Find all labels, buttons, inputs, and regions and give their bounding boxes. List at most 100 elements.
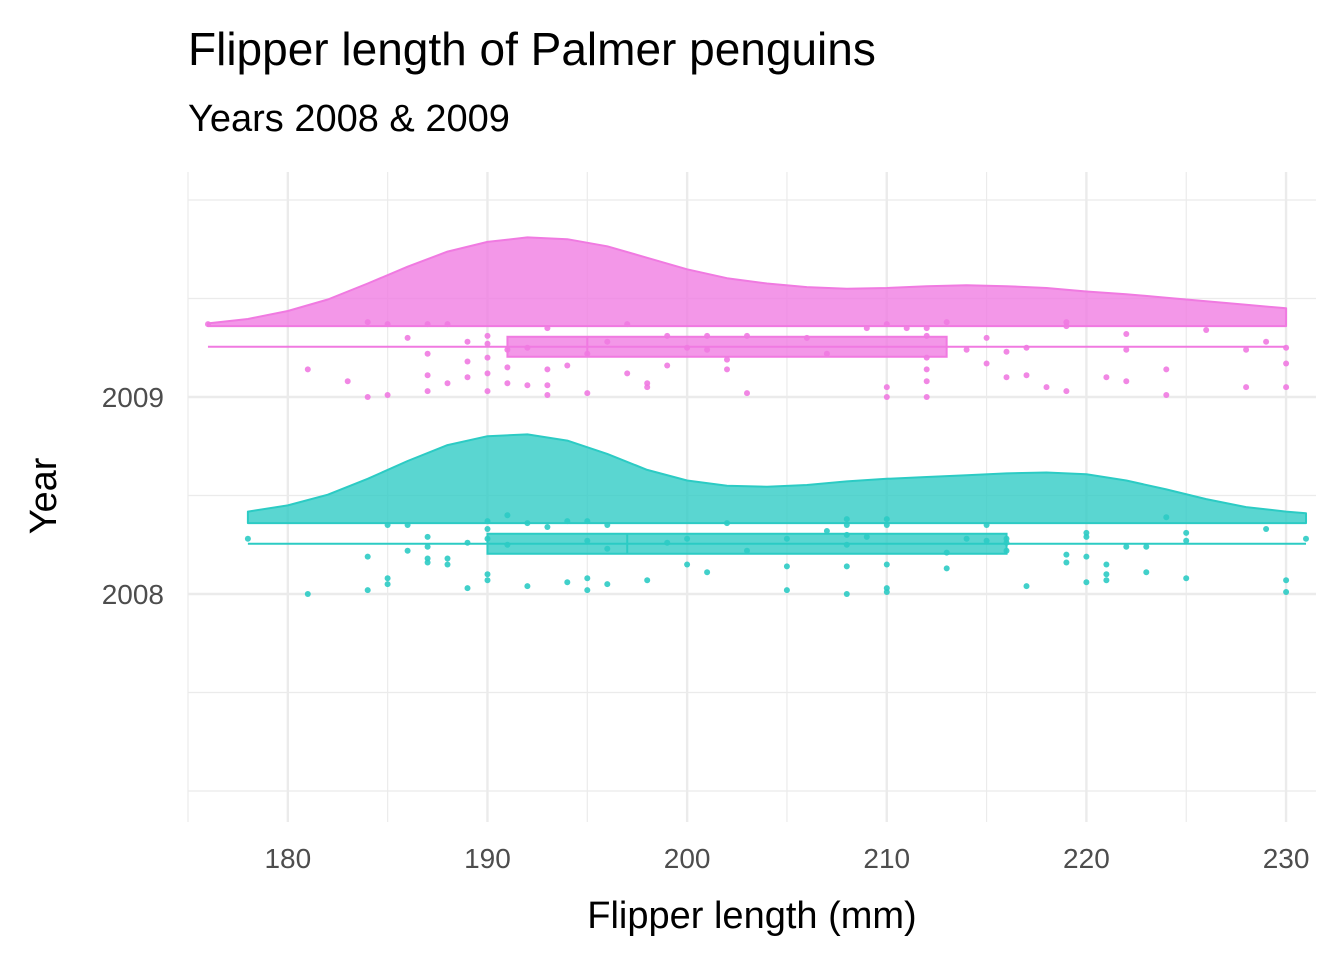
x-tick-label: 190: [464, 843, 511, 874]
data-point: [344, 378, 351, 385]
data-point: [484, 535, 491, 542]
x-tick-label: 230: [1263, 843, 1310, 874]
data-point: [1263, 338, 1270, 345]
data-point: [604, 545, 611, 552]
data-point: [604, 522, 611, 528]
data-point: [564, 579, 571, 586]
data-point: [963, 535, 970, 542]
data-point: [524, 344, 531, 351]
data-point: [783, 563, 790, 570]
data-point: [384, 321, 391, 328]
data-point: [484, 518, 491, 525]
data-point: [1103, 571, 1110, 578]
data-point: [544, 392, 551, 398]
data-point: [664, 539, 671, 546]
data-point: [1263, 526, 1270, 532]
data-point: [464, 358, 471, 365]
data-point: [364, 319, 371, 326]
data-point: [1283, 344, 1290, 351]
data-point: [424, 543, 431, 550]
data-point: [704, 332, 711, 339]
data-point: [1163, 514, 1170, 521]
data-point: [444, 555, 451, 562]
data-point: [943, 549, 950, 556]
box-2009: [506, 335, 948, 358]
data-point: [883, 522, 890, 528]
data-point: [1063, 319, 1070, 326]
data-point: [863, 325, 870, 332]
data-point: [943, 565, 950, 572]
data-point: [484, 571, 491, 578]
data-point: [1123, 331, 1130, 337]
data-point: [304, 591, 311, 597]
data-point: [544, 524, 551, 530]
data-point: [1083, 553, 1090, 560]
data-point: [484, 577, 491, 584]
data-point: [823, 528, 830, 534]
data-point: [424, 321, 431, 328]
series-2008: [244, 433, 1309, 597]
data-point: [923, 325, 930, 332]
data-point: [384, 575, 391, 582]
data-point: [744, 332, 750, 339]
data-point: [803, 334, 810, 341]
data-point: [424, 388, 431, 395]
data-point: [424, 533, 431, 540]
data-point: [923, 394, 930, 400]
data-point: [444, 380, 451, 387]
data-point: [484, 388, 491, 395]
data-point: [564, 362, 571, 369]
density-cloud-2009: [206, 236, 1288, 328]
data-point: [724, 356, 730, 363]
data-point: [484, 340, 491, 347]
data-point: [404, 547, 411, 554]
data-point: [424, 559, 431, 566]
data-point: [564, 518, 571, 525]
data-point: [1063, 559, 1070, 566]
data-point: [664, 332, 671, 339]
data-point: [1203, 327, 1210, 333]
data-point: [1083, 579, 1090, 586]
data-point: [584, 518, 591, 525]
data-point: [1023, 583, 1030, 590]
data-point: [1123, 378, 1130, 385]
data-point: [1103, 577, 1110, 584]
data-point: [444, 321, 451, 328]
data-point: [624, 370, 631, 377]
data-point: [684, 344, 691, 351]
data-point: [1303, 535, 1309, 542]
data-point: [724, 366, 730, 373]
data-point: [783, 587, 790, 594]
data-point: [823, 350, 830, 357]
x-tick-label: 180: [264, 843, 311, 874]
data-point: [384, 581, 391, 588]
data-point: [524, 583, 531, 590]
data-point: [524, 382, 531, 389]
data-point: [883, 561, 890, 568]
data-point: [1083, 533, 1090, 540]
data-point: [744, 547, 750, 554]
data-point: [1183, 537, 1190, 544]
data-point: [1283, 384, 1290, 391]
data-point: [444, 561, 451, 568]
data-point: [923, 378, 930, 385]
x-tick-label: 220: [1063, 843, 1110, 874]
data-point: [504, 512, 511, 519]
data-point: [484, 332, 491, 339]
data-point: [544, 382, 551, 389]
y-axis-ticks: 2008 2009: [102, 382, 164, 610]
data-point: [744, 390, 750, 397]
data-point: [504, 346, 511, 353]
data-point: [783, 535, 790, 542]
data-point: [504, 364, 511, 371]
x-tick-label: 210: [863, 843, 910, 874]
data-point: [404, 334, 411, 341]
chart-subtitle: Years 2008 & 2009: [188, 98, 510, 140]
data-point: [923, 354, 930, 361]
y-axis-title: Year: [23, 457, 65, 534]
data-point: [544, 366, 551, 373]
data-point: [504, 380, 511, 387]
data-point: [424, 350, 431, 357]
data-point: [584, 537, 591, 544]
x-tick-label: 200: [664, 843, 711, 874]
